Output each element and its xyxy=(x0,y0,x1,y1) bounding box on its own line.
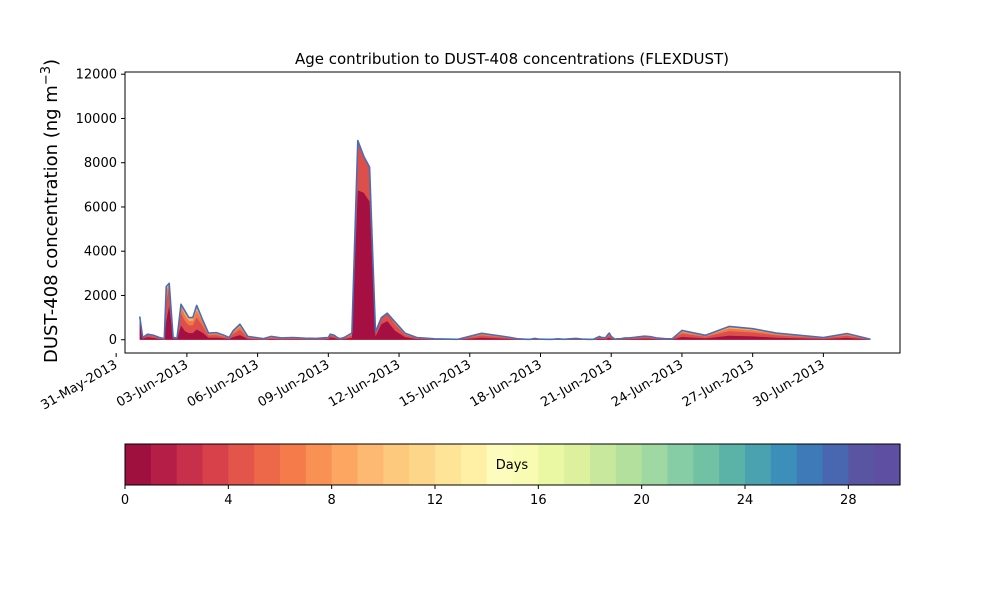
colorbar-segment xyxy=(254,444,281,485)
colorbar-tick-label: 28 xyxy=(840,493,857,508)
colorbar-segment xyxy=(848,444,875,485)
colorbar-frame xyxy=(124,443,901,486)
area-age-old xyxy=(139,146,871,340)
x-tick-label: 15-Jun-2013 xyxy=(397,357,474,410)
x-tick-label: 18-Jun-2013 xyxy=(468,357,545,410)
colorbar-segment xyxy=(770,444,798,485)
x-tick-label: 24-Jun-2013 xyxy=(609,357,686,410)
colorbar-segment xyxy=(460,444,488,485)
colorbar-tick-label: 16 xyxy=(530,493,547,508)
y-tick-label: 12000 xyxy=(76,68,117,83)
colorbar-segment xyxy=(745,444,772,485)
colorbar-tick-label: 20 xyxy=(633,493,650,508)
age-area-layers xyxy=(139,140,871,340)
area-age-young xyxy=(139,190,871,340)
y-axis-label-close: ) xyxy=(41,59,62,66)
colorbar-segment xyxy=(512,444,539,485)
colorbar-segment xyxy=(305,444,333,485)
x-tick-label: 31-May-2013 xyxy=(39,357,121,413)
x-axis: 31-May-201303-Jun-201306-Jun-201309-Jun-… xyxy=(39,353,828,413)
colorbar xyxy=(125,444,901,485)
colorbar-tick-label: 12 xyxy=(427,493,444,508)
y-tick-label: 2000 xyxy=(84,289,117,304)
colorbar-label: Days xyxy=(496,458,529,473)
colorbar-segment xyxy=(150,444,178,485)
colorbar-segment xyxy=(202,444,229,485)
colorbar-segment xyxy=(590,444,617,485)
colorbar-segment xyxy=(693,444,720,485)
x-tick-label: 21-Jun-2013 xyxy=(538,357,615,410)
colorbar-segment xyxy=(822,444,849,485)
colorbar-segment xyxy=(280,444,307,485)
y-axis: 0 2000 4000 6000 8000 10000 12000 xyxy=(76,68,125,348)
colorbar-segment xyxy=(331,444,359,485)
area-age-older xyxy=(139,140,871,340)
chart-title: Age contribution to DUST-408 concentrati… xyxy=(295,50,729,68)
colorbar-segment xyxy=(409,444,436,485)
x-tick-label: 03-Jun-2013 xyxy=(114,357,191,410)
colorbar-segment xyxy=(564,444,591,485)
colorbar-tick-label: 24 xyxy=(737,493,754,508)
y-axis-label-exponent: −3 xyxy=(39,66,54,85)
colorbar-segment xyxy=(615,444,643,485)
y-tick-label: 10000 xyxy=(76,112,117,127)
colorbar-segment xyxy=(874,444,901,485)
colorbar-ticks: 0 4 8 12 16 20 24 28 xyxy=(121,485,857,508)
colorbar-segment xyxy=(383,444,410,485)
colorbar-segment xyxy=(796,444,824,485)
y-tick-label: 8000 xyxy=(84,156,117,171)
colorbar-segment xyxy=(435,444,462,485)
y-axis-label: DUST-408 concentration (ng m−3) xyxy=(39,59,62,363)
colorbar-segment xyxy=(357,444,384,485)
x-tick-label: 09-Jun-2013 xyxy=(255,357,332,410)
colorbar-segment xyxy=(228,444,255,485)
colorbar-segment xyxy=(719,444,746,485)
y-tick-label: 6000 xyxy=(84,200,117,215)
colorbar-tick-label: 4 xyxy=(224,493,232,508)
y-tick-label: 0 xyxy=(109,333,117,348)
colorbar-tick-label: 8 xyxy=(328,493,336,508)
colorbar-tick-label: 0 xyxy=(121,493,129,508)
x-tick-label: 30-Jun-2013 xyxy=(751,357,828,410)
x-tick-label: 12-Jun-2013 xyxy=(326,357,403,410)
colorbar-segment xyxy=(538,444,565,485)
area-age-mid xyxy=(139,140,871,340)
y-tick-label: 4000 xyxy=(84,245,117,260)
colorbar-segment xyxy=(125,444,152,485)
y-axis-label-main: DUST-408 concentration (ng m xyxy=(41,85,62,363)
x-tick-label: 27-Jun-2013 xyxy=(680,357,757,410)
colorbar-segment xyxy=(176,444,204,485)
plot-frame xyxy=(124,71,901,354)
colorbar-segment xyxy=(667,444,694,485)
colorbar-segment xyxy=(486,444,514,485)
x-tick-label: 06-Jun-2013 xyxy=(185,357,262,410)
colorbar-segment xyxy=(641,444,669,485)
total-concentration-line xyxy=(138,139,871,341)
total-lines xyxy=(138,139,871,341)
